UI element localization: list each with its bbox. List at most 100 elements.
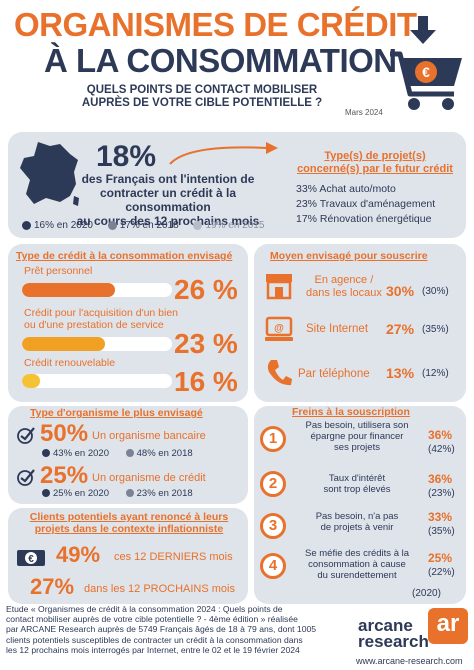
brake-previous-2: (23%) <box>428 488 455 499</box>
subtitle-line1: QUELS POINTS DE CONTACT MOBILISER <box>86 84 318 96</box>
channel-label-1-line1: En agence / <box>314 274 374 286</box>
renounced-label-1: ces 12 DERNIERS mois <box>114 551 233 563</box>
channel-label-2: Site Internet <box>306 323 369 335</box>
credit-bar-2 <box>22 337 172 351</box>
svg-text:@: @ <box>274 323 284 334</box>
credit-item-label-2: Crédit pour l'acquisition d'un bien ou d… <box>24 307 178 331</box>
renounced-title: Clients potentiels ayant renoncé à leurs… <box>18 511 240 535</box>
brake-label-2-line2: sont trop élevés <box>323 484 391 495</box>
credit-item-label-3: Crédit renouvelable <box>24 357 116 369</box>
intention-percent: 18% <box>96 140 157 173</box>
credit-bar-fill-3 <box>22 374 40 388</box>
brake-number-3: 3 <box>260 513 286 539</box>
credit-bar-3 <box>22 374 172 388</box>
intention-history: 16% en 2020 17% en 2018 19% en 2015 <box>22 220 264 231</box>
svg-text:€: € <box>28 554 34 565</box>
channel-value-3: 13% <box>386 365 415 381</box>
website-link[interactable]: www.arcane-research.com <box>356 656 463 666</box>
subtitle: QUELS POINTS DE CONTACT MOBILISER AUPRÈS… <box>52 84 352 110</box>
brake-value-1: 36% <box>428 428 453 442</box>
arcane-logo: arcane research <box>358 617 429 650</box>
brake-previous-3: (35%) <box>428 526 455 537</box>
footer-line5: les 12 prochains mois interrogés par Int… <box>6 644 300 655</box>
renounced-value-1: 49% <box>56 542 101 567</box>
organism-history-2-2020-label: 25% en 2020 <box>53 488 109 499</box>
channel-panel <box>254 244 466 402</box>
brake-label-1-line1: Pas besoin, utilisera son <box>305 420 409 431</box>
subtitle-line2: AUPRÈS DE VOTRE CIBLE POTENTIELLE ? <box>81 97 323 109</box>
computer-icon: @ <box>265 316 293 341</box>
brake-label-2-line1: Taux d'intérêt <box>328 473 386 484</box>
brake-label-3: Pas besoin, n'a pas de projets à venir <box>292 511 422 533</box>
intention-text: des Français ont l'intention de contract… <box>62 172 274 228</box>
footer-line3: par ARCANE Research auprès de 5749 Franç… <box>6 624 317 635</box>
brake-label-4-line3: du surendettement <box>317 570 397 581</box>
credit-item-label-2-line1: Crédit pour l'acquisition d'un bien <box>24 307 179 319</box>
shopping-cart-euro-icon: € <box>390 16 462 110</box>
organism-history-1-2018: 48% en 2018 <box>125 448 193 459</box>
phone-icon <box>267 360 292 386</box>
shop-icon <box>266 274 292 300</box>
footer-line2: contact mobiliser auprès de votre cible … <box>6 614 298 625</box>
projects-list: 33% Achat auto/moto 23% Travaux d'aménag… <box>296 182 435 227</box>
credit-bar-fill-1 <box>22 283 115 297</box>
organism-history-2-2020-dot <box>42 489 50 498</box>
renounced-label-2: dans les 12 PROCHAINS mois <box>84 583 235 595</box>
brake-value-4: 25% <box>428 551 453 565</box>
footer-line1: Etude « Organismes de crédit à la consom… <box>6 604 283 614</box>
history-dot-2018 <box>107 220 117 230</box>
credit-value-2: 23 % <box>174 328 238 359</box>
brake-number-2: 2 <box>260 471 286 497</box>
projects-title: Type(s) de projet(s) concerné(s) par le … <box>290 150 460 176</box>
brake-value-2: 36% <box>428 472 453 486</box>
organism-history-1-2018-label: 48% en 2018 <box>136 448 193 459</box>
arrow-right-icon <box>169 142 278 165</box>
brake-label-2: Taux d'intérêt sont trop élevés <box>292 473 422 495</box>
organism-value-1: 50% <box>40 420 89 447</box>
france-map-icon <box>20 142 79 206</box>
projects-title-line2: concerné(s) par le futur crédit <box>297 163 453 175</box>
title-line2: À LA CONSOMMATION <box>44 42 397 79</box>
brakes-title: Freins à la souscription <box>292 406 410 418</box>
organism-label-2: Un organisme de crédit <box>92 472 206 484</box>
intention-text-line1: des Français ont l'intention de <box>81 172 255 186</box>
history-dot-2015 <box>193 220 203 230</box>
credit-item-label-1: Prêt personnel <box>24 265 93 277</box>
credit-item-label-2-line2: ou d'une prestation de service <box>24 319 164 331</box>
brake-label-1: Pas besoin, utilisera son épargne pour f… <box>292 420 422 453</box>
channel-value-1: 30% <box>386 283 415 299</box>
organism-history-1-2018-dot <box>125 449 134 458</box>
channel-value-2: 27% <box>386 321 415 337</box>
organism-history-1-2020: 43% en 2020 <box>42 448 109 459</box>
organism-history-1-2020-label: 43% en 2020 <box>53 448 109 459</box>
history-dot-2020 <box>22 220 31 230</box>
history-2018: 17% en 2018 <box>107 220 179 231</box>
credit-bar-1 <box>22 283 172 297</box>
organism-history-2-2018-label: 23% en 2018 <box>136 488 193 499</box>
channel-label-1: En agence / dans les locaux <box>306 274 382 300</box>
channel-title: Moyen envisagé pour souscrire <box>270 250 428 262</box>
renounced-panel <box>8 508 248 604</box>
date: Mars 2024 <box>345 108 383 117</box>
organism-title: Type d'organisme le plus envisagé <box>30 407 203 419</box>
check-circle-icon <box>17 427 35 444</box>
footer-study-note: Etude « Organismes de crédit à la consom… <box>6 604 350 655</box>
brake-label-1-line3: ses projets <box>334 442 380 453</box>
brake-label-4-line1: Se méfie des crédits à la <box>304 548 410 559</box>
channel-previous-3: (12%) <box>422 368 449 379</box>
renounced-value-2: 27% <box>30 574 75 599</box>
renounced-title-line2: projets dans le contexte inflationniste <box>34 523 224 535</box>
brake-label-3-line1: Pas besoin, n'a pas <box>315 511 399 522</box>
organism-value-2: 25% <box>40 462 89 489</box>
brake-label-3-line2: de projets à venir <box>320 522 394 533</box>
organism-history-2: 25% en 2020 23% en 2018 <box>42 488 193 499</box>
credit-type-title: Type de crédit à la consommation envisag… <box>16 250 233 262</box>
history-label-2020: 16% en 2020 <box>34 220 93 231</box>
intention-panel <box>8 132 466 238</box>
footer-line4: clients potentiels susceptibles de contr… <box>6 634 303 645</box>
credit-bar-fill-2 <box>22 337 105 351</box>
brake-previous-1: (42%) <box>428 444 455 455</box>
project-item-travaux: 23% Travaux d'aménagement <box>296 198 436 210</box>
brake-label-4: Se méfie des crédits à la consommation à… <box>292 548 422 581</box>
intention-text-line2: contracter un crédit à la consommation <box>99 186 237 214</box>
